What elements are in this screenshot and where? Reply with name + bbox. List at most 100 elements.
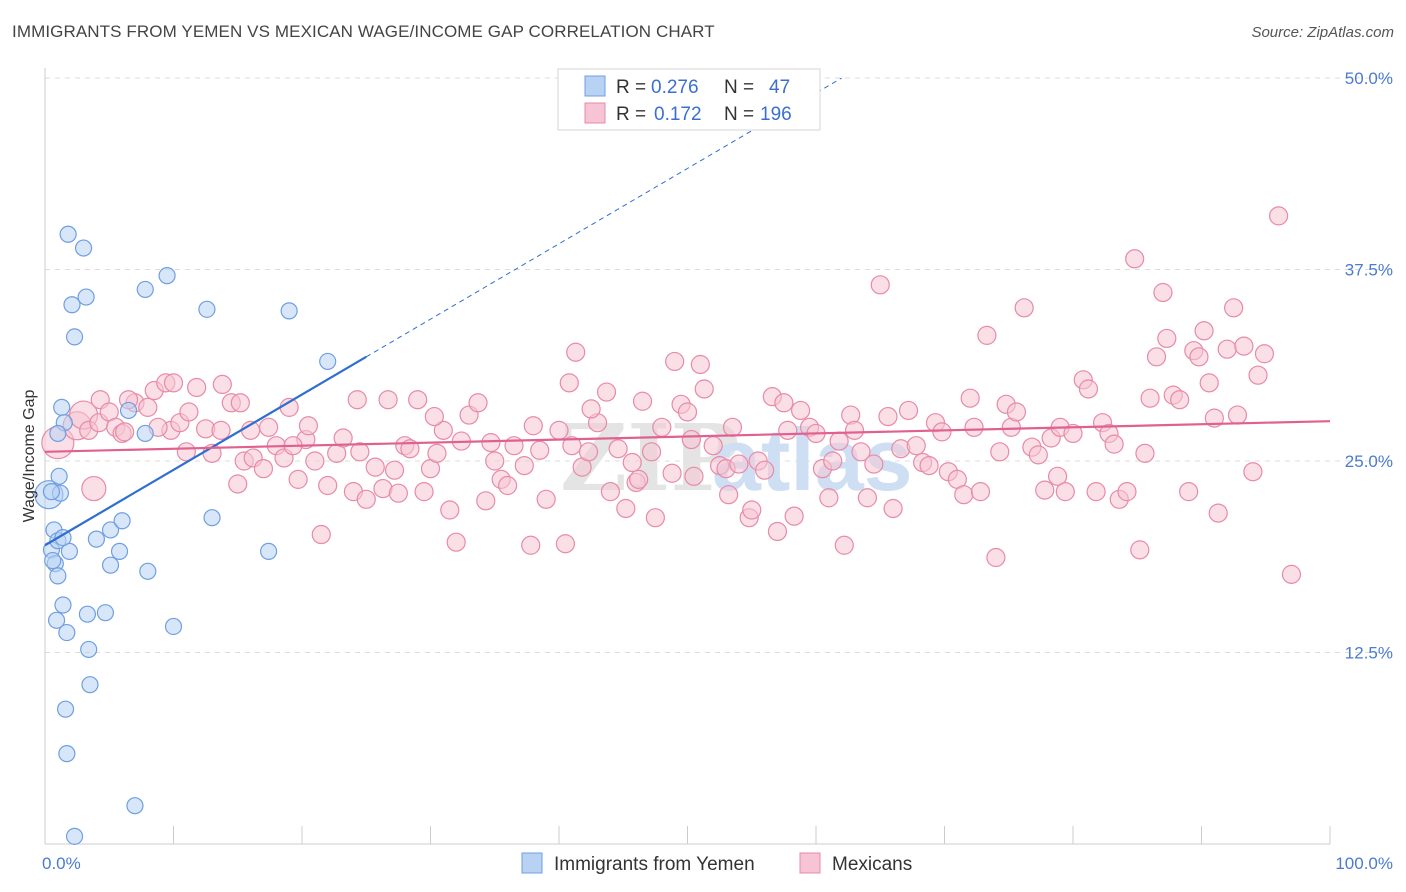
- data-point: [1189, 347, 1209, 367]
- data-point: [645, 508, 665, 528]
- x-tick-label: 100.0%: [1335, 854, 1393, 873]
- data-point: [54, 596, 72, 614]
- data-point: [408, 390, 428, 410]
- legend-r-value: 0.276: [651, 77, 699, 98]
- data-point: [388, 483, 408, 503]
- data-point: [81, 676, 99, 694]
- data-point: [1179, 482, 1199, 502]
- data-point: [652, 417, 672, 437]
- data-point: [754, 460, 775, 480]
- legend-swatch-yemen: [584, 75, 606, 97]
- data-point: [58, 745, 76, 763]
- data-point: [1125, 249, 1145, 269]
- data-point: [784, 506, 804, 526]
- data-point: [305, 451, 325, 471]
- data-point: [632, 391, 653, 411]
- data-point: [581, 399, 601, 419]
- bottom-legend: Immigrants from Yemen Mexicans: [521, 852, 912, 875]
- data-point: [468, 393, 488, 413]
- data-point: [230, 393, 250, 413]
- data-point: [101, 521, 120, 539]
- data-point: [844, 420, 865, 440]
- data-point: [53, 398, 71, 416]
- data-point: [49, 567, 67, 585]
- data-point: [1063, 423, 1083, 444]
- data-point: [932, 422, 952, 442]
- data-point: [677, 402, 698, 422]
- data-point: [1208, 503, 1228, 523]
- data-point: [433, 420, 453, 440]
- data-point: [119, 401, 138, 420]
- data-point: [641, 442, 662, 462]
- legend-swatch-mexicans: [584, 102, 606, 124]
- data-point: [211, 420, 231, 440]
- data-point: [1117, 482, 1137, 502]
- data-point: [521, 535, 541, 555]
- data-point: [47, 611, 66, 629]
- data-point: [110, 542, 129, 560]
- data-point: [126, 797, 144, 815]
- x-tick-label: 0.0%: [42, 854, 81, 873]
- data-point: [414, 482, 434, 502]
- data-point: [823, 451, 843, 471]
- data-point: [1204, 408, 1224, 428]
- data-point: [600, 482, 621, 502]
- data-point: [187, 377, 207, 398]
- data-point: [690, 354, 710, 375]
- data-point: [498, 475, 518, 496]
- data-point: [891, 439, 911, 459]
- data-point: [311, 524, 331, 545]
- data-point: [1254, 344, 1275, 364]
- data-point: [954, 485, 974, 505]
- data-point: [1014, 298, 1034, 318]
- data-point: [446, 532, 466, 552]
- data-point: [616, 498, 636, 519]
- data-point: [1194, 321, 1214, 341]
- mexicans-series: [41, 206, 1302, 584]
- data-point: [164, 617, 183, 636]
- data-point: [834, 535, 854, 555]
- data-point: [288, 469, 308, 489]
- data-point: [694, 379, 714, 399]
- y-axis-title: Wage/Income Gap: [21, 390, 38, 523]
- legend: R = 0.276 N = 47 R = 0.172 N = 196: [557, 68, 821, 131]
- data-point: [1153, 282, 1173, 303]
- data-point: [1035, 480, 1055, 500]
- data-point: [1281, 564, 1302, 584]
- data-point: [101, 556, 120, 574]
- data-point: [1146, 347, 1167, 367]
- data-point: [56, 700, 75, 718]
- data-point: [729, 454, 749, 474]
- data-point: [1047, 466, 1068, 486]
- legend-n-label: N =: [724, 77, 754, 98]
- data-point: [42, 483, 61, 501]
- data-point: [115, 422, 135, 442]
- data-point: [427, 443, 447, 463]
- data-point: [1086, 482, 1106, 502]
- data-point: [878, 406, 898, 427]
- data-point: [65, 827, 84, 845]
- data-point: [990, 442, 1010, 462]
- data-point: [1157, 328, 1177, 349]
- data-point: [662, 463, 682, 483]
- data-point: [139, 562, 157, 580]
- legend-n-value: 47: [769, 77, 790, 98]
- data-point: [318, 475, 338, 496]
- data-point: [578, 442, 599, 462]
- data-point: [259, 542, 278, 560]
- bottom-legend-swatch-mexicans: [799, 852, 821, 874]
- data-point: [78, 605, 97, 623]
- data-point: [74, 239, 93, 257]
- chart-title: IMMIGRANTS FROM YEMEN VS MEXICAN WAGE/IN…: [12, 22, 715, 41]
- chart-source: Source: ZipAtlas.com: [1251, 24, 1394, 41]
- data-point: [857, 488, 878, 508]
- data-point: [113, 512, 131, 530]
- data-point: [1248, 365, 1268, 385]
- y-tick-label: 25.0%: [1345, 452, 1393, 471]
- data-point: [77, 288, 95, 306]
- data-point: [1199, 373, 1219, 393]
- legend-row-mexicans: R = 0.172 N = 196: [584, 102, 792, 125]
- data-point: [530, 440, 550, 460]
- data-point: [60, 542, 79, 560]
- data-point: [536, 489, 556, 509]
